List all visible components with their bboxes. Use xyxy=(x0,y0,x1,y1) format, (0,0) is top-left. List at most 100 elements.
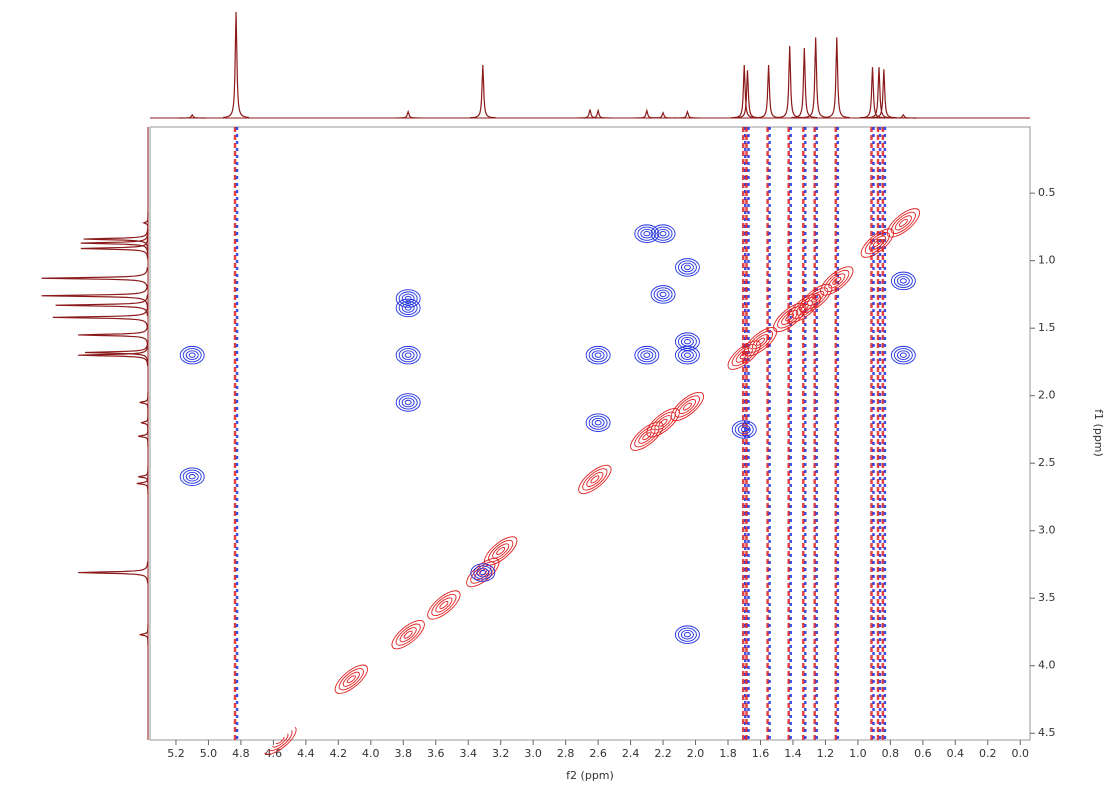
x-axis-label: f2 (ppm) xyxy=(566,769,614,782)
x-tick-label: 0.6 xyxy=(914,747,932,760)
left-peak xyxy=(77,561,149,584)
contour xyxy=(683,339,691,345)
contour xyxy=(682,402,692,411)
x-tick-label: 1.8 xyxy=(719,747,737,760)
contour xyxy=(634,345,660,365)
contour xyxy=(659,231,667,237)
contour xyxy=(476,567,490,578)
contour xyxy=(401,350,415,361)
contour xyxy=(680,262,694,273)
contour xyxy=(747,330,774,353)
contour xyxy=(886,208,921,238)
contour xyxy=(734,422,754,437)
contour xyxy=(488,539,514,563)
contour xyxy=(427,590,461,620)
contour xyxy=(492,543,510,559)
left-peak xyxy=(55,294,149,317)
top-peak xyxy=(650,111,677,119)
contour xyxy=(740,426,748,433)
contour xyxy=(404,399,412,406)
contour xyxy=(638,428,656,444)
contour xyxy=(860,228,895,258)
contour xyxy=(439,600,449,609)
x-tick-label: 3.4 xyxy=(459,747,477,760)
contour xyxy=(435,597,453,613)
left-peak xyxy=(139,391,149,414)
contour xyxy=(751,334,770,350)
contour xyxy=(890,271,916,291)
contour xyxy=(683,632,691,638)
x-tick-label: 3.6 xyxy=(427,747,445,760)
contour xyxy=(395,345,421,365)
top-peak xyxy=(776,45,803,119)
top-peak xyxy=(469,64,496,119)
top-peak xyxy=(585,108,612,119)
top-peak xyxy=(755,64,782,119)
contour xyxy=(737,424,751,435)
x-tick-label: 2.6 xyxy=(589,747,607,760)
contour xyxy=(473,565,493,580)
contour xyxy=(896,350,910,361)
contour xyxy=(890,345,916,365)
x-tick-label: 2.4 xyxy=(622,747,640,760)
left-peak xyxy=(142,212,149,234)
contour xyxy=(731,420,757,439)
contour xyxy=(727,340,761,370)
left-peak xyxy=(84,341,149,364)
contour xyxy=(401,303,415,313)
contour xyxy=(890,211,916,234)
x-tick-label: 4.8 xyxy=(232,747,250,760)
top-peak xyxy=(823,37,850,119)
contour xyxy=(594,352,602,358)
contour xyxy=(807,290,825,307)
contour xyxy=(899,352,907,358)
x-tick-label: 1.0 xyxy=(849,747,867,760)
contour xyxy=(591,350,605,361)
x-tick-label: 3.8 xyxy=(395,747,413,760)
contour xyxy=(634,425,660,448)
left-peak xyxy=(41,284,148,307)
x-tick-label: 1.6 xyxy=(752,747,770,760)
contour xyxy=(578,464,612,495)
y-tick-label: 4.0 xyxy=(1038,659,1056,672)
contour xyxy=(674,625,700,644)
contour xyxy=(658,418,668,427)
x-tick-label: 0.4 xyxy=(947,747,965,760)
contour xyxy=(811,294,821,303)
contour xyxy=(674,395,701,418)
contour xyxy=(791,296,817,320)
x-tick-label: 3.0 xyxy=(524,747,542,760)
contour xyxy=(640,228,654,239)
contour xyxy=(395,393,421,412)
left-peak xyxy=(138,465,149,488)
left-peak xyxy=(83,228,149,250)
contour xyxy=(683,264,691,271)
contour xyxy=(656,289,670,300)
x-tick-label: 4.0 xyxy=(362,747,380,760)
contour xyxy=(735,347,753,363)
contour xyxy=(395,623,421,646)
contour xyxy=(677,260,697,275)
top-peak xyxy=(865,67,893,119)
plot-frame xyxy=(149,126,1031,741)
contour xyxy=(401,293,415,304)
top-peak xyxy=(222,11,250,119)
contour xyxy=(896,276,910,286)
left-peak xyxy=(52,306,149,329)
left-peak xyxy=(77,324,149,346)
contour xyxy=(872,239,882,248)
left-peak xyxy=(41,267,148,290)
contour xyxy=(824,269,850,293)
contour xyxy=(470,561,496,584)
left-peak xyxy=(77,344,149,367)
contour xyxy=(739,351,749,360)
top-peak xyxy=(731,64,758,119)
contour xyxy=(466,557,500,588)
contour xyxy=(403,630,413,639)
y-axis-label: f1 (ppm) xyxy=(1092,409,1105,457)
contour xyxy=(398,348,418,363)
contour xyxy=(182,469,202,484)
contour xyxy=(594,420,602,426)
top-peak xyxy=(890,113,917,119)
contour xyxy=(898,218,908,227)
